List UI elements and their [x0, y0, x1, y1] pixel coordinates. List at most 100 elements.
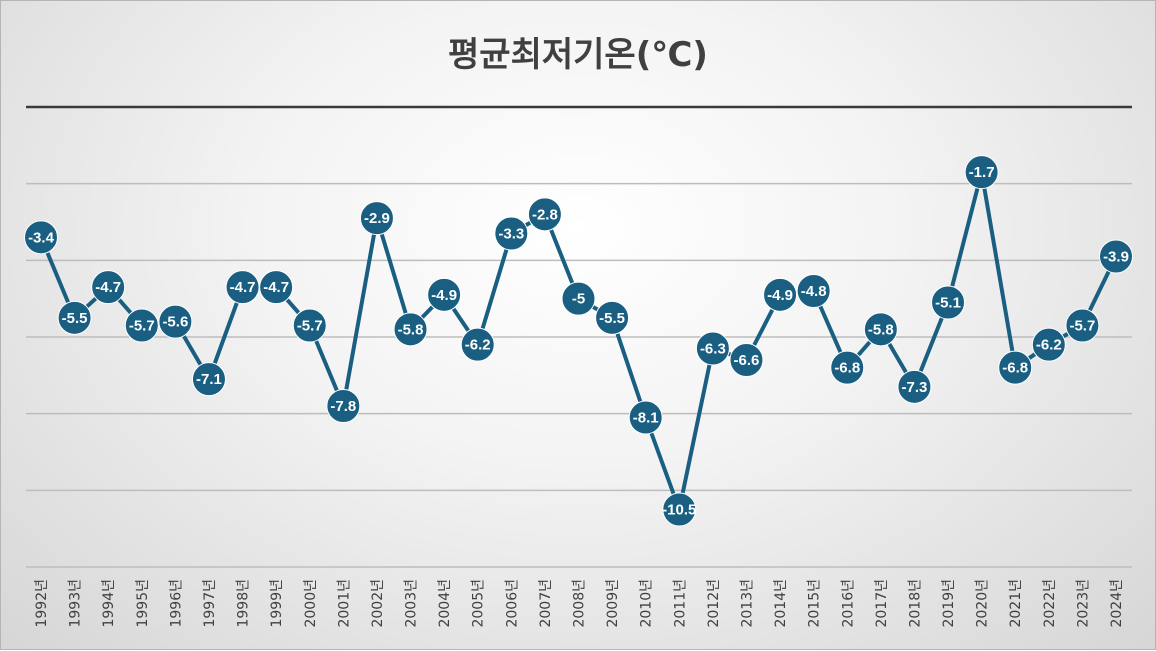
x-tick-label: 1994년 — [101, 579, 117, 628]
x-tick-label: 2010년 — [639, 579, 655, 628]
data-point — [57, 300, 92, 335]
data-point — [359, 201, 394, 236]
x-tick-label: 2001년 — [336, 579, 352, 628]
data-label: -4.9 — [431, 287, 457, 304]
data-point — [225, 270, 260, 305]
x-tick-label: 2003년 — [404, 579, 420, 628]
data-label: -6.3 — [700, 341, 726, 358]
data-point — [427, 277, 462, 312]
data-point — [91, 270, 126, 305]
data-point — [1099, 239, 1133, 274]
data-label: -7.3 — [902, 379, 928, 396]
data-point — [595, 300, 630, 335]
data-point — [863, 312, 898, 347]
data-label: -5 — [572, 291, 585, 308]
data-point — [931, 285, 966, 320]
data-point — [1065, 308, 1100, 343]
chart-title: 평균최저기온(℃) — [448, 35, 708, 75]
data-point — [191, 362, 226, 397]
x-tick-label: 2014년 — [773, 579, 789, 628]
x-tick-label: 2015년 — [807, 579, 823, 628]
x-tick-label: 2017년 — [874, 579, 890, 628]
x-tick-label: 2023년 — [1075, 579, 1091, 628]
data-point — [259, 270, 294, 305]
x-tick-label: 2007년 — [538, 579, 554, 628]
data-label: -2.9 — [364, 210, 390, 227]
x-tick-label: 2012년 — [706, 579, 722, 628]
data-label: -5.1 — [935, 295, 961, 312]
data-label: -3.9 — [1103, 249, 1129, 266]
series-line — [39, 170, 1118, 512]
x-tick-label: 2005년 — [471, 579, 487, 628]
data-label: -10.5 — [662, 502, 696, 519]
data-label: -2.8 — [532, 206, 558, 223]
data-label: -7.8 — [330, 398, 356, 415]
data-label: -4.9 — [767, 287, 793, 304]
data-point — [527, 197, 562, 232]
data-point — [695, 331, 730, 366]
x-tick-label: 1992년 — [34, 579, 50, 628]
data-label: -5.7 — [1069, 318, 1095, 335]
data-point — [124, 308, 159, 343]
x-tick-label: 2009년 — [605, 579, 621, 628]
data-point — [1031, 327, 1066, 362]
data-label: -6.2 — [465, 337, 491, 354]
x-tick-label: 2011년 — [672, 579, 688, 628]
x-tick-label: 2018년 — [907, 579, 923, 628]
x-tick-label: 2008년 — [572, 579, 588, 628]
data-label: -4.8 — [801, 283, 827, 300]
data-label: -8.1 — [633, 410, 659, 427]
data-point — [393, 312, 428, 347]
data-point — [662, 492, 697, 527]
data-point — [998, 350, 1033, 385]
data-label: -5.7 — [129, 318, 155, 335]
data-point — [326, 389, 361, 423]
data-point — [24, 220, 58, 255]
data-point — [561, 281, 596, 316]
data-label: -3.4 — [28, 229, 55, 246]
data-point — [897, 369, 932, 404]
x-tick-label: 2000년 — [303, 579, 319, 628]
data-point — [830, 350, 865, 385]
data-label: -5.5 — [599, 310, 625, 327]
data-label: -4.7 — [230, 279, 256, 296]
x-tick-label: 2002년 — [370, 579, 386, 628]
x-tick-label: 1993년 — [68, 579, 84, 628]
x-tick-label: 2019년 — [941, 579, 957, 628]
data-point — [763, 277, 798, 312]
data-point — [158, 304, 193, 339]
data-point — [796, 274, 831, 308]
x-tick-label: 1995년 — [135, 579, 151, 628]
data-label: -1.7 — [969, 164, 995, 181]
x-tick-label: 2021년 — [1008, 579, 1024, 628]
x-tick-label: 1997년 — [202, 579, 218, 628]
x-tick-label: 2016년 — [840, 579, 856, 628]
x-tick-label: 2020년 — [975, 579, 991, 628]
data-label: -4.7 — [95, 279, 121, 296]
data-label: -5.8 — [868, 321, 894, 338]
data-point — [460, 327, 495, 362]
data-label: -5.5 — [62, 310, 88, 327]
data-label: -5.8 — [398, 321, 424, 338]
data-point — [628, 400, 663, 435]
data-label: -3.3 — [498, 226, 524, 243]
x-tick-label: 2013년 — [739, 579, 755, 628]
data-label: -4.7 — [263, 279, 289, 296]
data-point — [964, 155, 999, 190]
data-point — [292, 308, 327, 343]
x-tick-label: 1996년 — [168, 579, 184, 628]
x-tick-label: 2024년 — [1109, 579, 1125, 628]
data-point — [729, 343, 764, 377]
data-label: -7.1 — [196, 371, 222, 388]
x-tick-label: 2004년 — [437, 579, 453, 628]
data-label: -6.6 — [734, 352, 760, 369]
data-label: -5.6 — [162, 314, 188, 331]
x-tick-label: 2006년 — [504, 579, 520, 628]
x-tick-label: 2022년 — [1042, 579, 1058, 628]
data-point — [494, 216, 529, 251]
x-tick-label: 1999년 — [269, 579, 285, 628]
data-label: -6.8 — [1002, 360, 1028, 377]
data-label: -6.8 — [834, 360, 860, 377]
